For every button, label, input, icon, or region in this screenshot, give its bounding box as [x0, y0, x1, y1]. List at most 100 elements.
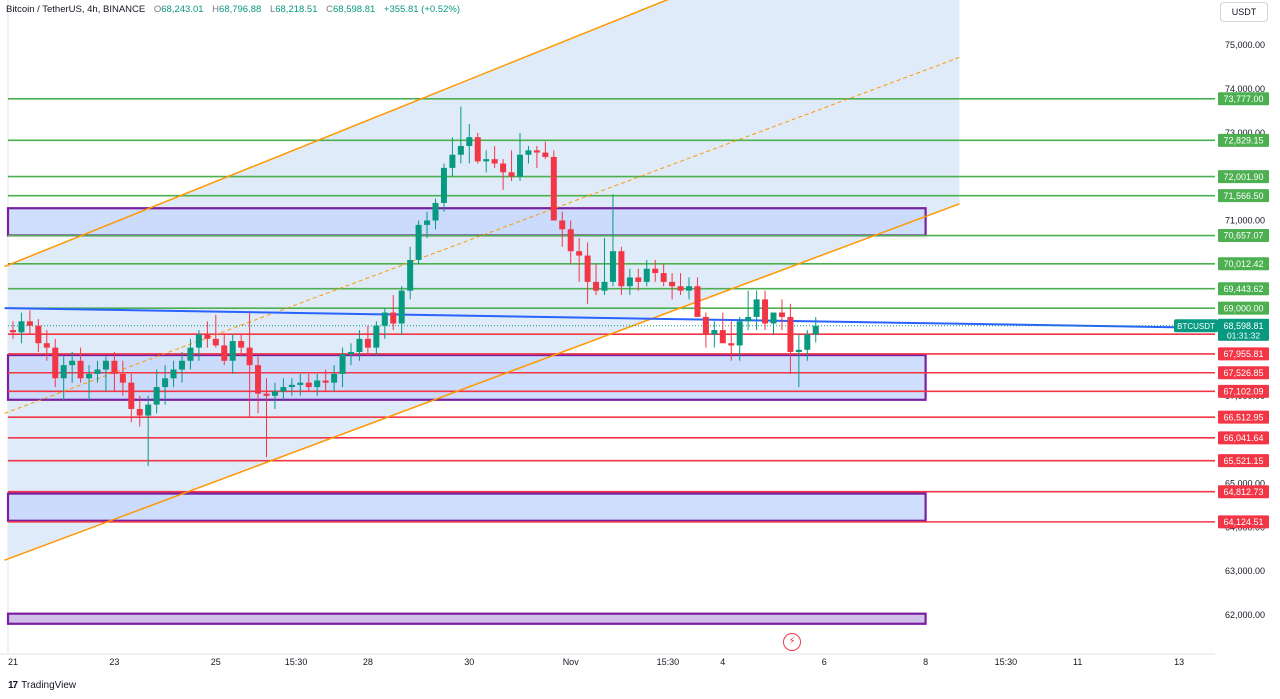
candle-body — [601, 281, 608, 291]
currency-button[interactable]: USDT — [1220, 2, 1268, 22]
candle-body — [348, 352, 354, 355]
channel-fill — [8, 0, 960, 559]
level-badge — [1218, 170, 1269, 184]
y-tick-label: 63,000.00 — [1225, 566, 1265, 576]
candle-body — [10, 330, 16, 333]
zone-box — [6, 492, 927, 522]
level-badge — [1218, 366, 1269, 380]
x-tick-label: 15:30 — [285, 657, 308, 667]
x-tick-label: Nov — [563, 657, 580, 667]
level-badge-label: 64,124.51 — [1223, 517, 1263, 527]
candle-body — [770, 312, 777, 324]
candle-body — [136, 408, 143, 416]
candle-body — [179, 360, 185, 370]
x-tick-label: 6 — [822, 657, 827, 667]
candle-body — [162, 378, 169, 388]
y-tick-label: 73,000.00 — [1225, 128, 1265, 138]
candle-body — [669, 281, 676, 287]
level-badge-label: 67,102.09 — [1223, 387, 1263, 397]
candle-body — [322, 380, 329, 383]
candle-body — [736, 321, 743, 346]
zone-box — [6, 612, 927, 625]
level-badge — [1218, 257, 1269, 271]
candle-body — [517, 154, 523, 177]
candle-body — [153, 387, 160, 405]
candle-body — [407, 259, 414, 291]
candle-body — [567, 229, 574, 252]
x-tick-label: 23 — [109, 657, 119, 667]
candle-body — [466, 137, 473, 146]
candle-body — [212, 338, 219, 346]
x-tick-label: 11 — [1073, 657, 1082, 667]
candle-body — [804, 334, 811, 350]
candle-body — [643, 268, 650, 282]
candle-body — [204, 334, 211, 339]
zone-box — [6, 353, 927, 401]
level-badge-label: 64,812.73 — [1223, 487, 1263, 497]
candle-body — [660, 273, 667, 282]
candle-body — [43, 343, 50, 348]
x-tick-label: 30 — [464, 657, 474, 667]
y-tick-label: 62,000.00 — [1225, 610, 1265, 620]
level-badge — [1218, 384, 1269, 398]
candle-body — [762, 299, 769, 324]
open-label: O — [153, 4, 162, 15]
level-badge-label: 69,443.62 — [1223, 284, 1263, 294]
candle-body — [18, 321, 25, 333]
x-tick-label: 15:30 — [657, 657, 680, 667]
level-badge — [1218, 515, 1269, 529]
candle-body — [753, 299, 760, 317]
candle-body — [550, 156, 557, 221]
candle-body — [576, 251, 583, 256]
open-value: 68,243.01 — [161, 4, 204, 15]
level-badge — [1218, 454, 1269, 468]
level-badge — [1218, 485, 1269, 499]
candle-body — [280, 387, 287, 392]
candle-body — [26, 321, 33, 326]
y-tick-label: 75,000.00 — [1225, 40, 1265, 50]
candle-body — [474, 137, 481, 162]
candle-body — [635, 277, 642, 282]
candle-body — [618, 251, 625, 287]
level-badge-label: 72,001.90 — [1223, 172, 1263, 182]
candle-body — [533, 150, 540, 153]
candle-body — [728, 343, 735, 346]
candle-body — [364, 338, 371, 348]
level-badge-label: 65,521.15 — [1223, 456, 1263, 466]
candle-body — [86, 373, 93, 379]
symbol-tag — [1174, 319, 1218, 333]
symbol-title: Bitcoin / TetherUS, 4h, BINANCE — [6, 4, 146, 15]
low-label: L — [269, 4, 276, 15]
x-tick-label: 21 — [8, 657, 18, 667]
candle-body — [525, 150, 532, 155]
close-label: C — [326, 4, 334, 15]
tradingview-logo[interactable]: 17 TradingView — [8, 680, 76, 691]
symbol-tag-label: BTCUSDT — [1177, 322, 1215, 331]
candle-body — [686, 286, 692, 291]
price-badges: 73,777.00 72,829.15 72,001.90 71,566.50 70,6… — [1174, 92, 1269, 529]
drawn-lines — [4, 0, 1215, 561]
candle-body — [221, 345, 228, 361]
zones — [6, 207, 927, 625]
x-tick-label: 25 — [211, 657, 221, 667]
candle-body — [711, 330, 718, 335]
candle-body — [702, 316, 709, 335]
level-badge — [1218, 410, 1269, 424]
candle-body — [238, 341, 245, 348]
candle-body — [69, 360, 76, 366]
candle-body — [483, 159, 490, 162]
level-badge-label: 70,657.07 — [1223, 231, 1263, 241]
y-tick-label: 74,000.00 — [1225, 84, 1265, 94]
candle-body — [652, 268, 659, 274]
candle-body — [288, 384, 295, 388]
x-tick-label: 4 — [720, 657, 725, 667]
low-value: 68,218.51 — [275, 4, 318, 15]
candle-body — [187, 347, 194, 361]
candle-body — [339, 354, 346, 374]
candle-body — [60, 365, 67, 379]
candle-body — [626, 277, 633, 287]
high-value: 68,796.88 — [219, 4, 262, 15]
lightning-icon[interactable]: ⚡ — [783, 633, 801, 651]
channel-lower-line — [4, 203, 960, 561]
